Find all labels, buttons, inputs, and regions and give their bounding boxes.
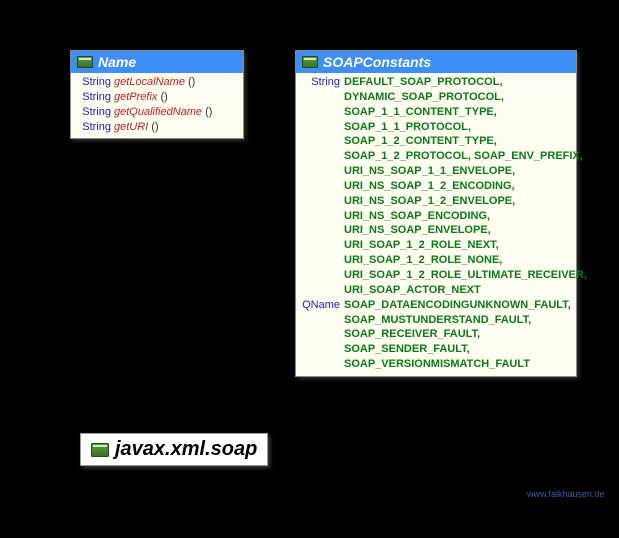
const-item: URI_SOAP_1_2_ROLE_NEXT,: [344, 238, 587, 253]
const-list: SOAP_DATAENCODINGUNKNOWN_FAULT,SOAP_MUST…: [344, 298, 571, 372]
return-type: String: [75, 105, 111, 120]
const-item: SOAP_1_1_PROTOCOL,: [344, 120, 587, 135]
watermark-text: www.falkhausen.de: [527, 489, 605, 499]
const-item: URI_NS_SOAP_ENVELOPE,: [344, 223, 587, 238]
interface-icon: [302, 56, 318, 68]
method-name: getURI (): [114, 120, 159, 135]
const-item: DYNAMIC_SOAP_PROTOCOL,: [344, 90, 587, 105]
const-item: SOAP_1_1_CONTENT_TYPE,: [344, 105, 587, 120]
const-item: URI_NS_SOAP_1_2_ENVELOPE,: [344, 194, 587, 209]
const-item: URI_SOAP_1_2_ROLE_ULTIMATE_RECEIVER,: [344, 268, 587, 283]
const-item: SOAP_1_2_CONTENT_TYPE,: [344, 134, 587, 149]
const-type: QName: [300, 298, 340, 313]
const-item: URI_SOAP_1_2_ROLE_NONE,: [344, 253, 587, 268]
const-item: SOAP_RECEIVER_FAULT,: [344, 327, 571, 342]
class-body-soapconstants: StringDEFAULT_SOAP_PROTOCOL,DYNAMIC_SOAP…: [296, 73, 576, 376]
const-item: URI_NS_SOAP_1_2_ENCODING,: [344, 179, 587, 194]
const-item: SOAP_SENDER_FAULT,: [344, 342, 571, 357]
method-name: getLocalName (): [114, 75, 195, 90]
const-item: DEFAULT_SOAP_PROTOCOL,: [344, 75, 587, 90]
const-item: URI_NS_SOAP_ENCODING,: [344, 209, 587, 224]
class-header-name: Name: [71, 51, 243, 73]
package-label: javax.xml.soap: [115, 438, 257, 461]
method-name: getPrefix (): [114, 90, 168, 105]
const-item: SOAP_VERSIONMISMATCH_FAULT: [344, 357, 571, 372]
method-row: StringgetQualifiedName (): [75, 105, 239, 120]
const-item: SOAP_DATAENCODINGUNKNOWN_FAULT,: [344, 298, 571, 313]
const-item: URI_NS_SOAP_1_1_ENVELOPE,: [344, 164, 587, 179]
interface-icon: [77, 56, 93, 68]
class-header-soapconstants: SOAPConstants: [296, 51, 576, 73]
method-row: StringgetPrefix (): [75, 90, 239, 105]
const-group: QNameSOAP_DATAENCODINGUNKNOWN_FAULT,SOAP…: [300, 298, 572, 372]
package-box: javax.xml.soap: [80, 433, 268, 466]
class-title: SOAPConstants: [323, 54, 431, 70]
class-box-soapconstants: SOAPConstants StringDEFAULT_SOAP_PROTOCO…: [295, 50, 577, 377]
method-row: StringgetLocalName (): [75, 75, 239, 90]
const-item: URI_SOAP_ACTOR_NEXT: [344, 283, 587, 298]
return-type: String: [75, 90, 111, 105]
const-type: String: [300, 75, 340, 90]
class-title: Name: [98, 54, 136, 70]
return-type: String: [75, 75, 111, 90]
const-list: DEFAULT_SOAP_PROTOCOL,DYNAMIC_SOAP_PROTO…: [344, 75, 587, 298]
package-icon: [91, 443, 109, 457]
class-body-name: StringgetLocalName ()StringgetPrefix ()S…: [71, 73, 243, 138]
const-item: SOAP_1_2_PROTOCOL, SOAP_ENV_PREFIX,: [344, 149, 587, 164]
const-item: SOAP_MUSTUNDERSTAND_FAULT,: [344, 313, 571, 328]
return-type: String: [75, 120, 111, 135]
const-group: StringDEFAULT_SOAP_PROTOCOL,DYNAMIC_SOAP…: [300, 75, 572, 298]
method-row: StringgetURI (): [75, 120, 239, 135]
class-box-name: Name StringgetLocalName ()StringgetPrefi…: [70, 50, 244, 139]
method-name: getQualifiedName (): [114, 105, 212, 120]
watermark: www.falkhausen.de: [527, 489, 605, 499]
